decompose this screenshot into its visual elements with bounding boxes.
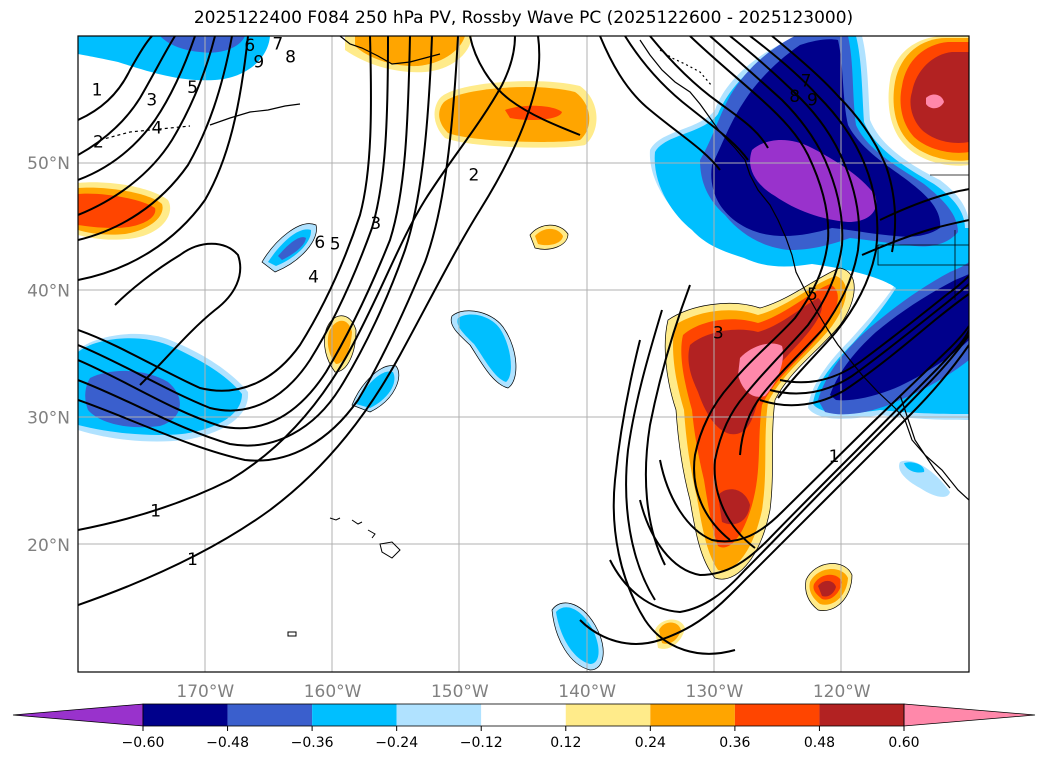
latitude-label: 20°N: [27, 536, 70, 556]
colorbar-tick-label: −0.12: [460, 735, 503, 751]
anomaly-negative-region: [160, 36, 245, 53]
contour-label: 4: [308, 267, 319, 287]
colorbar-segment: [650, 704, 735, 726]
anomaly-positive-region: [926, 94, 944, 109]
colorbar-segment: [143, 704, 228, 726]
colorbar-segment: [481, 704, 566, 726]
contour-label: 5: [187, 78, 198, 98]
contour-label: 8: [789, 87, 800, 107]
longitude-label: 130°W: [686, 682, 744, 702]
anomaly-negative-region: [457, 314, 511, 382]
latitude-label: 30°N: [27, 409, 70, 429]
colorbar-segment: [734, 704, 820, 726]
map-title: 2025122400 F084 250 hPa PV, Rossby Wave …: [193, 8, 854, 28]
coastlines: [99, 36, 969, 501]
pv-contours: [78, 36, 969, 655]
contour-label: 7: [801, 72, 812, 92]
longitude-label: 160°W: [304, 682, 362, 702]
colorbar-segment: [227, 704, 313, 726]
gridlines: [78, 36, 969, 672]
colorbar-tick-label: −0.24: [375, 735, 418, 751]
anomaly-negative-region: [904, 462, 925, 473]
anomaly-negative-region: [85, 370, 180, 428]
colorbar-tick-label: 0.36: [719, 735, 750, 751]
contour-label: 4: [152, 119, 163, 139]
contour-label: 3: [146, 91, 157, 111]
colorbar-segment: [312, 704, 397, 726]
colorbar-segment: [819, 704, 904, 726]
colorbar-tick-label: −0.48: [206, 735, 249, 751]
colorbar-segment: [396, 704, 482, 726]
anomaly-negative-region: [750, 139, 877, 222]
anomaly-positive-region: [535, 228, 563, 246]
colorbar-extend-max: [903, 703, 1036, 727]
longitude-label: 150°W: [431, 682, 489, 702]
anomaly-negative-region: [278, 237, 306, 260]
anomaly-outlines: [261, 223, 855, 671]
contour-label: 2: [468, 166, 479, 186]
latitude-labels: 50°N 40°N 30°N 20°N: [27, 154, 70, 556]
contour-label: 8: [285, 47, 296, 67]
longitude-labels: 170°W 160°W 150°W 140°W 130°W 120°W: [176, 682, 870, 702]
anomaly-negative-region: [556, 607, 599, 664]
longitude-label: 140°W: [558, 682, 616, 702]
colorbar-frame: [142, 703, 905, 727]
anomaly-positive-region: [327, 320, 352, 364]
map-frame: [77, 35, 970, 673]
contour-label: 1: [829, 447, 840, 467]
contour-label: 3: [370, 214, 381, 234]
contour-label: 3: [713, 323, 724, 343]
anomaly-positive-region: [818, 580, 836, 597]
colorbar-tick-label: 0.24: [635, 735, 666, 751]
contour-label: 9: [807, 91, 818, 111]
colorbar: −0.60 −0.48 −0.36 −0.24 −0.12 0.12 0.24 0.36 0.4…: [12, 703, 1036, 751]
colorbar-segment: [565, 704, 651, 726]
contour-label: 1: [150, 501, 161, 521]
contour-label: 1: [92, 80, 103, 100]
colorbar-extend-min: [12, 703, 144, 727]
hawaii-islands: [287, 517, 401, 637]
contour-label: 9: [253, 52, 264, 72]
colorbar-tick-label: 0.12: [550, 735, 581, 751]
contour-label: 2: [93, 133, 104, 153]
contour-label: 6: [244, 36, 255, 56]
colorbar-tick-label: 0.60: [888, 735, 919, 751]
longitude-label: 170°W: [176, 682, 234, 702]
colorbar-tick-label: −0.36: [291, 735, 334, 751]
contour-label: 5: [330, 234, 341, 254]
contour-label: 6: [314, 233, 325, 253]
contour-label: 5: [807, 285, 818, 305]
colorbar-tick-label: 0.48: [804, 735, 835, 751]
colorbar-tick-label: −0.60: [122, 735, 165, 751]
latitude-label: 40°N: [27, 281, 70, 301]
longitude-label: 120°W: [813, 682, 871, 702]
anomaly-positive-region: [505, 105, 562, 120]
latitude-label: 50°N: [27, 154, 70, 174]
contour-label: 1: [187, 550, 198, 570]
anomaly-positive-region: [78, 193, 156, 228]
contour-label: 7: [272, 35, 283, 55]
